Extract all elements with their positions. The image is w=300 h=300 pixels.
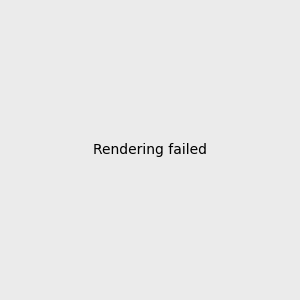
Text: Rendering failed: Rendering failed: [93, 143, 207, 157]
